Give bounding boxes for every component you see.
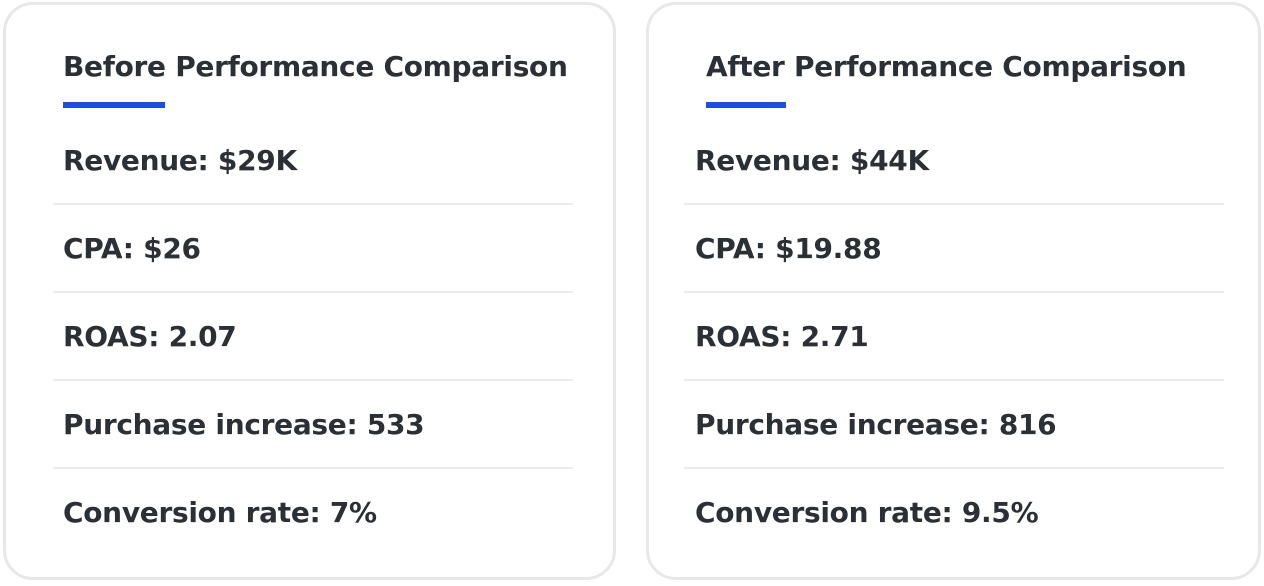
before-conversion-rate-text: Conversion rate: 7% [63,496,377,529]
after-revenue-text: Revenue: $44K [695,144,929,177]
before-comparison-card: Before Performance Comparison Revenue: $… [3,2,616,580]
after-purchase-increase-text: Purchase increase: 816 [695,408,1057,441]
after-roas-text: ROAS: 2.71 [695,320,869,353]
after-metric-conversion-rate: Conversion rate: 9.5% [684,469,1224,557]
after-metric-purchase-increase: Purchase increase: 816 [684,381,1224,469]
after-conversion-rate-text: Conversion rate: 9.5% [695,496,1039,529]
before-metric-purchase-increase: Purchase increase: 533 [53,381,573,469]
before-card-title: Before Performance Comparison [63,50,568,83]
before-title-underline [63,102,165,108]
before-metric-roas: ROAS: 2.07 [53,293,573,381]
after-comparison-card: After Performance Comparison Revenue: $4… [646,2,1261,580]
after-metric-revenue: Revenue: $44K [684,117,1224,205]
before-metric-cpa: CPA: $26 [53,205,573,293]
before-metric-conversion-rate: Conversion rate: 7% [53,469,573,557]
after-card-title: After Performance Comparison [706,50,1187,83]
before-revenue-text: Revenue: $29K [63,144,297,177]
before-cpa-text: CPA: $26 [63,232,201,265]
after-metric-roas: ROAS: 2.71 [684,293,1224,381]
after-cpa-text: CPA: $19.88 [695,232,882,265]
before-purchase-increase-text: Purchase increase: 533 [63,408,425,441]
before-metric-revenue: Revenue: $29K [53,117,573,205]
after-metric-cpa: CPA: $19.88 [684,205,1224,293]
before-roas-text: ROAS: 2.07 [63,320,237,353]
after-title-underline [706,102,786,108]
